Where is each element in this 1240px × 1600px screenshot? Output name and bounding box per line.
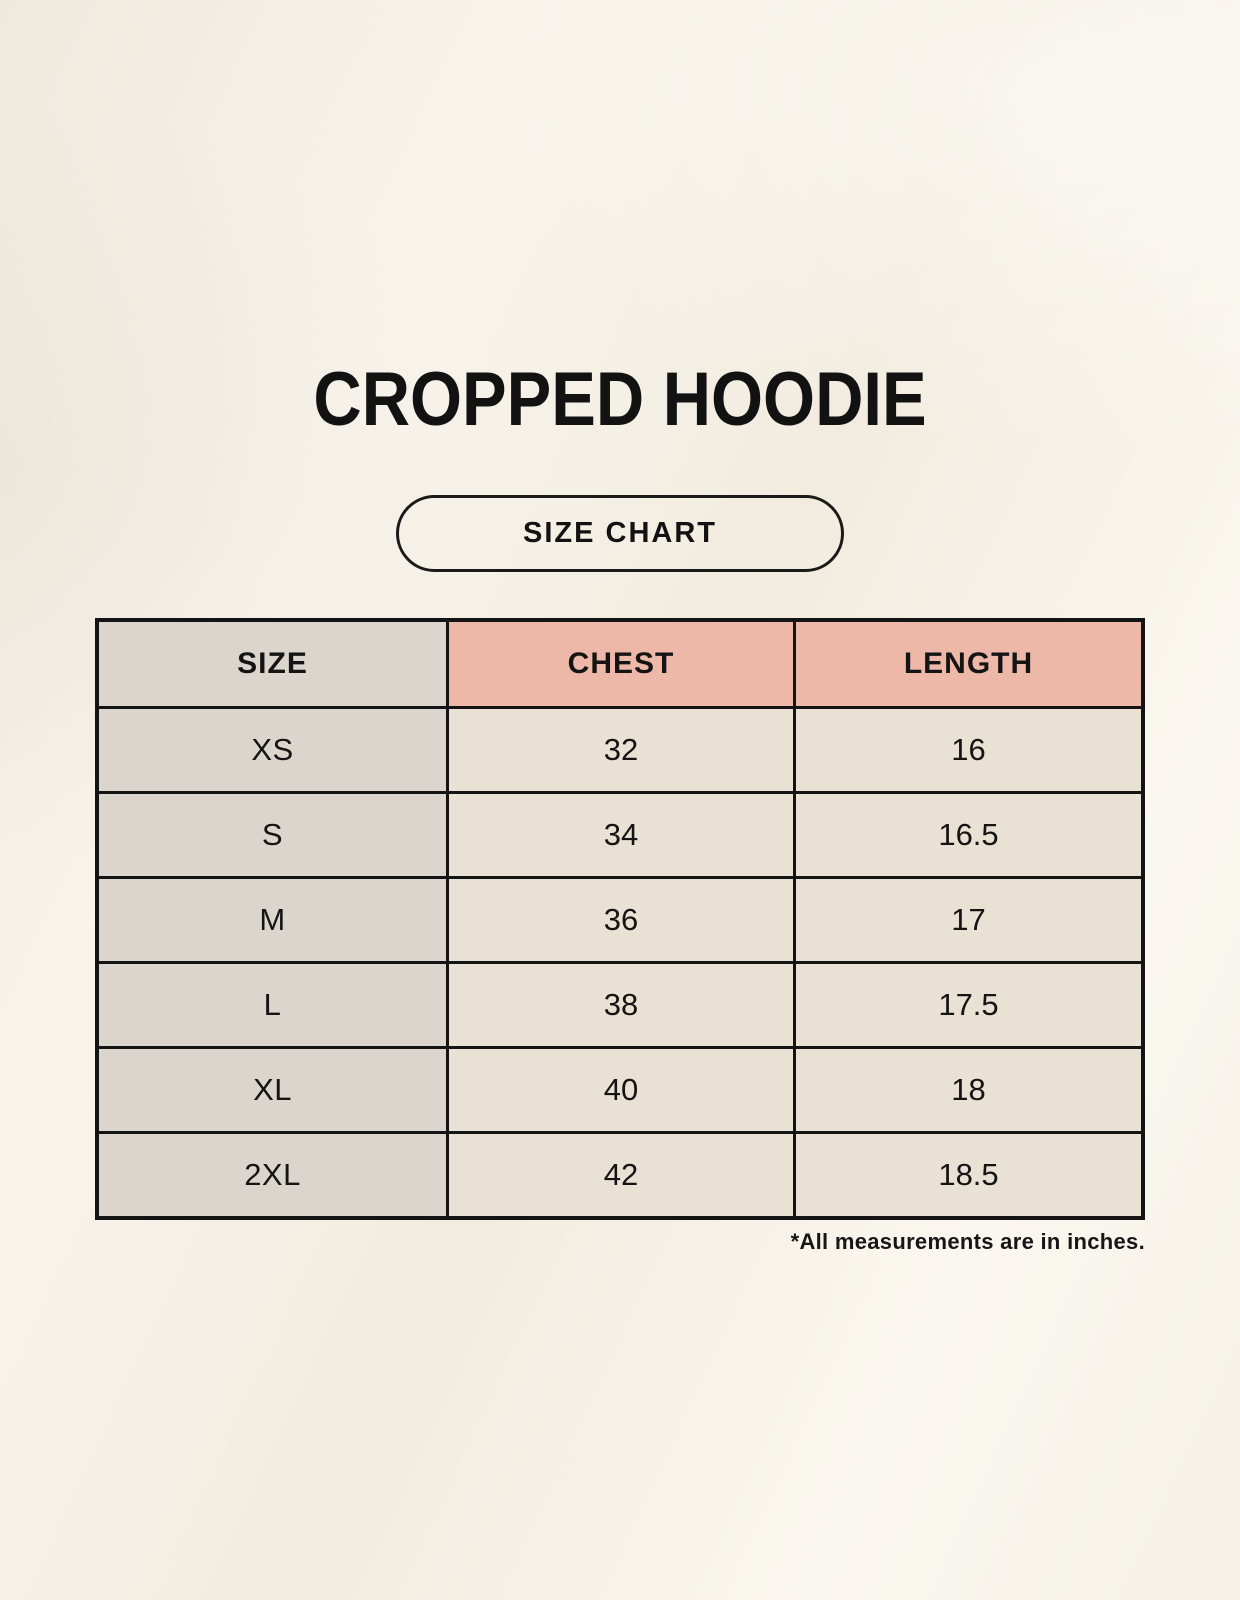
header-size: SIZE: [95, 618, 450, 709]
size-chart-button[interactable]: SIZE CHART: [396, 495, 844, 572]
table-row-xs: XS 32 16: [95, 706, 1145, 794]
length-value: 16.5: [793, 791, 1145, 879]
header-chest: CHEST: [446, 618, 796, 709]
measurements-footnote: *All measurements are in inches.: [790, 1229, 1145, 1254]
table-row-xl: XL 40 18: [95, 1046, 1145, 1134]
chest-value: 34: [446, 791, 796, 879]
chest-value: 32: [446, 706, 796, 794]
table-row-l: L 38 17.5: [95, 961, 1145, 1049]
size-chart-button-row: SIZE CHART: [95, 495, 1145, 572]
table-row-2xl: 2XL 42 18.5: [95, 1131, 1145, 1220]
length-value: 16: [793, 706, 1145, 794]
table-row-m: M 36 17: [95, 876, 1145, 964]
size-value: XS: [95, 706, 450, 794]
chest-value: 38: [446, 961, 796, 1049]
size-value: L: [95, 961, 450, 1049]
table-row-s: S 34 16.5: [95, 791, 1145, 879]
product-title: CROPPED HOODIE: [313, 357, 927, 442]
chest-value: 36: [446, 876, 796, 964]
size-value: 2XL: [95, 1131, 450, 1220]
header-length: LENGTH: [793, 618, 1145, 709]
size-value: S: [95, 791, 450, 879]
length-value: 18.5: [793, 1131, 1145, 1220]
size-value: M: [95, 876, 450, 964]
chest-value: 40: [446, 1046, 796, 1134]
table-header-row: SIZE CHEST LENGTH: [95, 618, 1145, 709]
size-chart-page: CROPPED HOODIE SIZE CHART SIZE CHEST LEN…: [95, 0, 1145, 1255]
size-value: XL: [95, 1046, 450, 1134]
length-value: 17: [793, 876, 1145, 964]
chest-value: 42: [446, 1131, 796, 1220]
length-value: 17.5: [793, 961, 1145, 1049]
size-table: SIZE CHEST LENGTH XS 32 16 S 34 16.5 M 3…: [95, 618, 1145, 1220]
size-chart-button-label: SIZE CHART: [523, 517, 717, 549]
length-value: 18: [793, 1046, 1145, 1134]
